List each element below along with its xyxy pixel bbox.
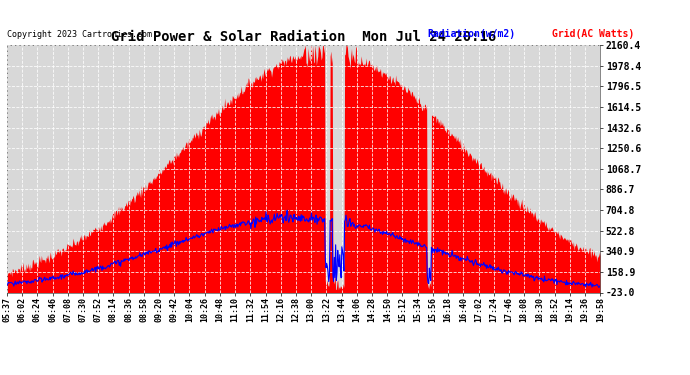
Text: Grid(AC Watts): Grid(AC Watts) [552, 29, 634, 39]
Text: Radiation(w/m2): Radiation(w/m2) [428, 29, 516, 39]
Title: Grid Power & Solar Radiation  Mon Jul 24 20:16: Grid Power & Solar Radiation Mon Jul 24 … [111, 30, 496, 44]
Text: Copyright 2023 Cartronics.com: Copyright 2023 Cartronics.com [7, 30, 152, 39]
